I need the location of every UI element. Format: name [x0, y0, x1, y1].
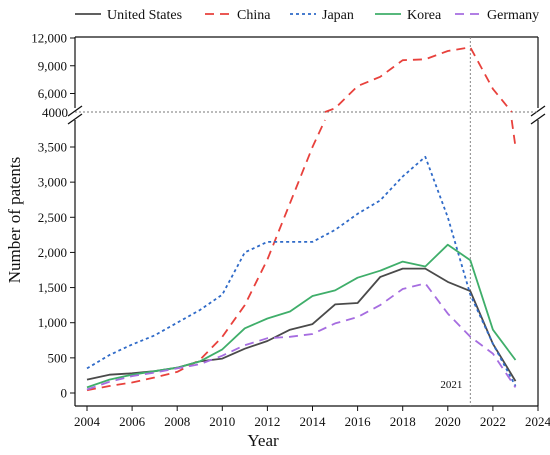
legend-item: Japan	[290, 8, 354, 23]
legend-label: United States	[107, 8, 182, 23]
x-tick-label: 2016	[345, 414, 372, 429]
series-line	[86, 119, 326, 392]
legend-label: Japan	[322, 8, 354, 23]
series-china	[86, 46, 517, 392]
y-tick-label: 3,000	[38, 175, 67, 190]
y-break-label: 4000	[42, 105, 68, 120]
x-tick-label: 2012	[254, 414, 280, 429]
y-tick-label: 9,000	[38, 58, 67, 73]
legend-label: Korea	[407, 8, 442, 23]
series-line	[510, 119, 517, 148]
x-tick-label: 2024	[525, 414, 550, 429]
x-tick-label: 2022	[480, 414, 506, 429]
legend: United States China Japan Korea Germany	[75, 8, 539, 23]
right-axis-break-mark	[530, 105, 546, 117]
y-tick-label: 6,000	[38, 86, 67, 101]
x-tick-label: 2014	[300, 414, 327, 429]
y-axis-ticks: 0 500 1,000 1,500 2,000 2,500 3,000 3,500 6,000 9…	[31, 31, 75, 401]
x-tick-label: 2008	[164, 414, 190, 429]
y-tick-label: 12,000	[31, 31, 67, 46]
legend-item: Korea	[375, 8, 442, 23]
series-line	[324, 46, 513, 113]
y-tick-label: 0	[61, 386, 68, 401]
series-line	[86, 267, 517, 382]
y-tick-label: 1,500	[38, 280, 67, 295]
y-tick-label: 2,500	[38, 210, 67, 225]
axis-break-markers	[67, 105, 546, 125]
legend-item: Germany	[455, 8, 539, 23]
legend-label: China	[237, 8, 271, 23]
y-axis-title: Number of patents	[5, 157, 24, 284]
legend-label: Germany	[487, 8, 539, 23]
series-line	[86, 282, 517, 391]
left-axis-break-mark	[67, 105, 83, 117]
plot-frame	[74, 36, 539, 407]
series-korea	[86, 243, 517, 389]
y-tick-label: 1,000	[38, 315, 67, 330]
series-united-states	[86, 267, 517, 382]
x-tick-label: 2006	[119, 414, 146, 429]
x-tick-label: 2004	[74, 414, 101, 429]
left-axis-break-mark	[67, 113, 83, 125]
series-layer	[86, 46, 517, 392]
y-tick-label: 2,000	[38, 245, 67, 260]
right-axis-break-mark	[530, 113, 546, 125]
x-tick-label: 2018	[390, 414, 416, 429]
series-japan	[86, 155, 517, 387]
x-axis-ticks: 2004 2006 2008 2010 2012 2014 2016 2018 2020 2022…	[74, 406, 550, 429]
x-tick-label: 2020	[435, 414, 461, 429]
series-germany	[86, 282, 517, 391]
series-line	[86, 243, 517, 389]
x-axis-title: Year	[247, 431, 279, 450]
legend-item: United States	[75, 8, 182, 23]
legend-item: China	[205, 8, 271, 23]
reference-line-label: 2021	[440, 379, 462, 391]
y-tick-label: 3,500	[38, 140, 67, 155]
x-tick-label: 2010	[209, 414, 235, 429]
y-tick-label: 500	[48, 350, 68, 365]
series-line	[86, 155, 517, 387]
reference-line-2021: 2021	[440, 37, 471, 406]
